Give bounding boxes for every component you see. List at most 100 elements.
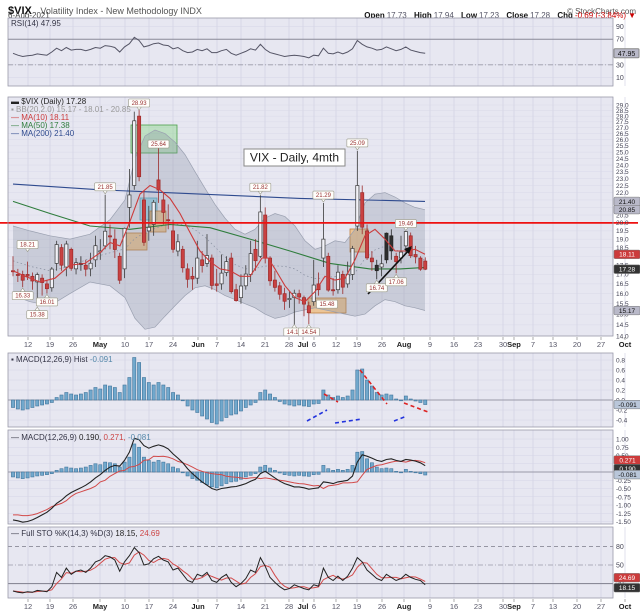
quote-row: 6-Aug-2021 Open 17.73 High 17.94 Low 17.23 …: [8, 11, 636, 20]
svg-text:Sep: Sep: [507, 602, 521, 611]
hist-blue-trendline: [393, 415, 408, 422]
svg-text:7: 7: [215, 602, 219, 611]
svg-text:19.46: 19.46: [398, 222, 414, 228]
high-value: 17.94: [433, 11, 454, 20]
svg-text:21.82: 21.82: [253, 185, 269, 191]
svg-text:19: 19: [353, 602, 361, 611]
high-label: High: [414, 11, 432, 20]
price-callout: 21.82: [249, 182, 272, 195]
hist-red-trendline: [359, 369, 388, 405]
svg-text:0.4: 0.4: [616, 378, 625, 385]
svg-text:20: 20: [573, 602, 581, 611]
main-panel: 28.93 25.64 25.09 21.29 21.82 21.85 19.46 18.21…: [0, 97, 638, 337]
price-callout: 18.21: [16, 240, 39, 253]
svg-text:21: 21: [261, 602, 269, 611]
panel-borders: [7, 17, 614, 599]
svg-text:26: 26: [69, 602, 77, 611]
ma200-line: [12, 183, 426, 202]
svg-text:0.271: 0.271: [619, 457, 636, 464]
ohlc-readout: Open 17.73 High 17.94 Low 17.23 Close 17.28 …: [359, 11, 636, 20]
svg-text:47.95: 47.95: [618, 51, 636, 58]
svg-text:0.8: 0.8: [616, 358, 625, 365]
svg-text:26: 26: [378, 602, 386, 611]
svg-text:20.5: 20.5: [616, 212, 629, 219]
open-label: Open: [364, 11, 385, 20]
svg-text:9: 9: [428, 340, 432, 349]
svg-text:16: 16: [450, 340, 458, 349]
sto-legend: — Full STO %K(14,3) %D(3) 18.15, 24.69: [11, 529, 160, 538]
price-callout: 28.93: [128, 98, 150, 111]
svg-text:0.6: 0.6: [616, 368, 625, 375]
hist-blue-trendline: [334, 418, 363, 424]
svg-text:19.5: 19.5: [616, 228, 629, 235]
price-callout: 21.29: [312, 190, 335, 203]
svg-text:-0.25: -0.25: [616, 478, 631, 485]
svg-text:25.5: 25.5: [616, 143, 629, 150]
svg-text:16.33: 16.33: [15, 294, 31, 300]
svg-text:21.40: 21.40: [619, 199, 636, 206]
svg-text:-0.4: -0.4: [616, 418, 628, 425]
close-value: 17.28: [530, 11, 551, 20]
open-value: 17.73: [386, 11, 407, 20]
svg-text:80: 80: [616, 544, 624, 551]
svg-text:▬ $VIX (Daily) 17.28: ▬ $VIX (Daily) 17.28: [11, 97, 87, 106]
svg-text:23.0: 23.0: [616, 176, 629, 183]
svg-text:24: 24: [169, 340, 177, 349]
change-label: Chg: [557, 11, 573, 20]
svg-text:28: 28: [285, 602, 293, 611]
svg-text:18.5: 18.5: [616, 245, 629, 252]
svg-text:26: 26: [378, 340, 386, 349]
svg-text:9: 9: [428, 602, 432, 611]
svg-text:19: 19: [353, 340, 361, 349]
svg-text:May: May: [93, 602, 108, 611]
chart-date: 6-Aug-2021: [8, 11, 50, 20]
svg-text:21.85: 21.85: [98, 185, 114, 191]
svg-text:19.0: 19.0: [616, 236, 629, 243]
svg-text:30: 30: [616, 62, 624, 69]
hist-red-trendline: [403, 402, 429, 413]
svg-text:-1.00: -1.00: [616, 503, 631, 510]
macd-hist-bars: [11, 443, 428, 489]
svg-text:22.5: 22.5: [616, 183, 629, 190]
svg-text:1.00: 1.00: [616, 437, 629, 444]
price-callout: 16.33: [11, 287, 34, 300]
vertical-gridlines: [27, 18, 626, 598]
stochastic-panel: 805020— Full STO %K(14,3) %D(3) 18.15, 2…: [8, 529, 640, 594]
svg-text:7: 7: [531, 602, 535, 611]
change-value: -0.69 (-3.84%): [574, 11, 627, 20]
svg-text:-0.091: -0.091: [618, 402, 637, 409]
price-callout: 16.01: [36, 293, 58, 307]
svg-text:25.64: 25.64: [151, 142, 167, 148]
svg-text:27: 27: [597, 340, 605, 349]
svg-text:14.54: 14.54: [301, 330, 317, 336]
svg-text:14.5: 14.5: [616, 322, 629, 329]
svg-text:14.0: 14.0: [616, 333, 629, 340]
price-callout: 17.06: [385, 273, 407, 287]
svg-text:6: 6: [312, 602, 316, 611]
svg-text:-0.75: -0.75: [616, 494, 631, 501]
close-label: Close: [506, 11, 529, 20]
macd-legend: — MACD(12,26,9) 0.190, 0.271, -0.081: [11, 433, 151, 442]
ticker-symbol: $VIX: [8, 5, 32, 17]
candles-layer: [11, 105, 428, 334]
svg-text:28.5: 28.5: [616, 108, 629, 115]
price-callout: 16.74: [365, 279, 388, 293]
svg-text:15.38: 15.38: [30, 313, 46, 319]
svg-text:18.15: 18.15: [619, 585, 636, 592]
svg-text:16: 16: [450, 602, 458, 611]
svg-text:30: 30: [499, 602, 507, 611]
svg-text:— MA(200) 21.40: — MA(200) 21.40: [11, 129, 75, 138]
svg-text:16.5: 16.5: [616, 281, 629, 288]
x-axis-bottom: 12 19 26 May 10 17 24 Jun 7 14 21 28 Jul 6 12 19 26 Aug 9 1…: [24, 599, 632, 611]
svg-text:28: 28: [285, 340, 293, 349]
svg-text:25.09: 25.09: [350, 141, 366, 147]
price-callout: 25.64: [147, 139, 170, 149]
svg-text:15.48: 15.48: [319, 302, 335, 308]
svg-text:0.75: 0.75: [616, 445, 629, 452]
main-legend: ▬ $VIX (Daily) 17.28▪ BB(20,2.0) 15.17 -…: [11, 97, 131, 138]
svg-text:12: 12: [24, 602, 32, 611]
macd-line: [12, 437, 426, 523]
symbol-title: $VIX Volatility Index - New Methodology …: [8, 1, 202, 19]
svg-text:20.85: 20.85: [619, 207, 636, 214]
